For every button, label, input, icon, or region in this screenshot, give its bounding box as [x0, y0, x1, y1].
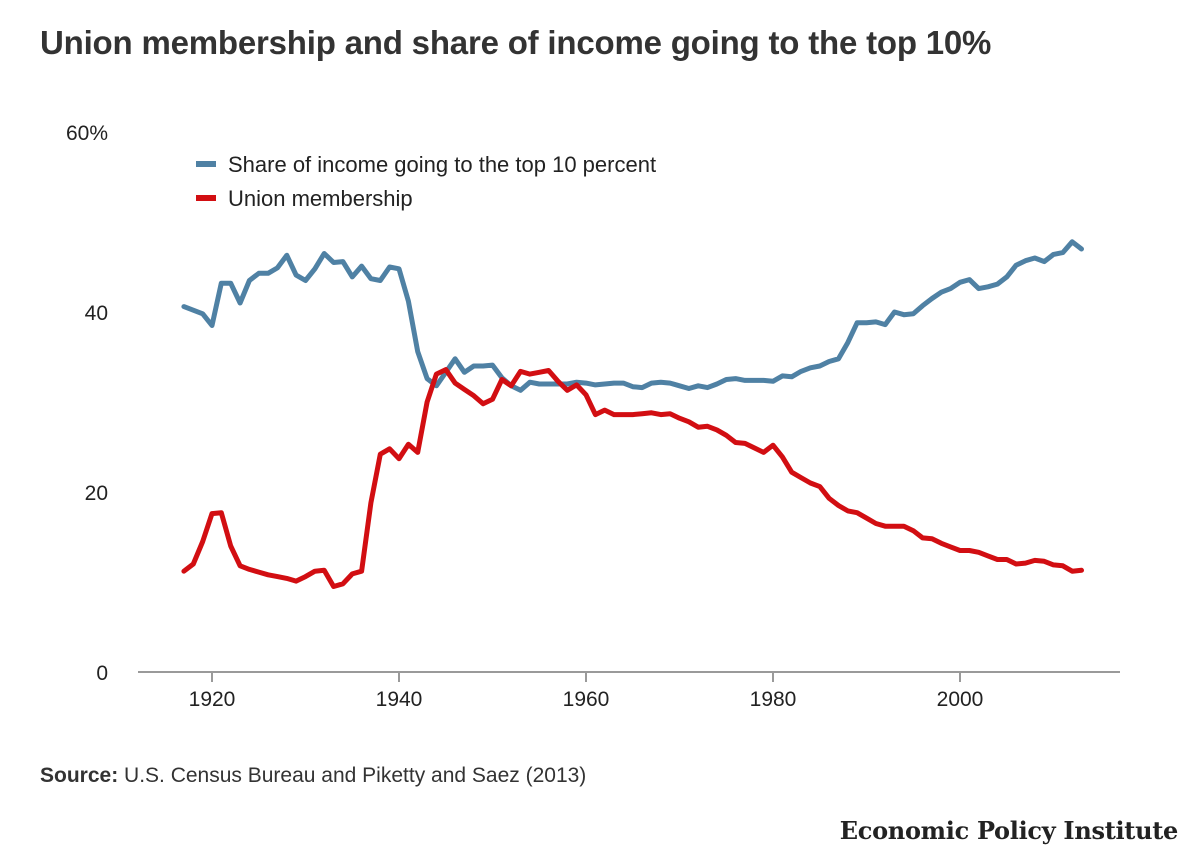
chart-title: Union membership and share of income goi… [40, 24, 992, 61]
x-tick-label: 1920 [189, 688, 236, 711]
source-text: U.S. Census Bureau and Piketty and Saez … [124, 764, 587, 787]
legend-label: Share of income going to the top 10 perc… [228, 152, 656, 177]
x-tick-label: 1980 [750, 688, 797, 711]
source-note: Source: U.S. Census Bureau and Piketty a… [40, 764, 586, 788]
x-tick-label: 2000 [937, 688, 984, 711]
x-tick-label: 1940 [376, 688, 423, 711]
y-tick-label: 20 [85, 482, 108, 505]
y-tick-label: 60% [66, 122, 108, 145]
legend-label: Union membership [228, 186, 413, 211]
x-tick-label: 1960 [563, 688, 610, 711]
x-axis-ticks: 1920 1940 1960 1980 2000 [189, 672, 984, 711]
brand-logo: Economic Policy Institute [839, 816, 1179, 845]
y-axis-ticks: 0 20 40 60% [66, 122, 108, 685]
y-tick-label: 0 [96, 662, 108, 685]
y-tick-label: 40 [85, 302, 108, 325]
series-lines [181, 239, 1084, 589]
legend: Share of income going to the top 10 perc… [196, 152, 656, 211]
source-label: Source: [40, 764, 119, 787]
series-line-union-membership [181, 367, 1084, 589]
series-line-top10-share [181, 239, 1084, 393]
